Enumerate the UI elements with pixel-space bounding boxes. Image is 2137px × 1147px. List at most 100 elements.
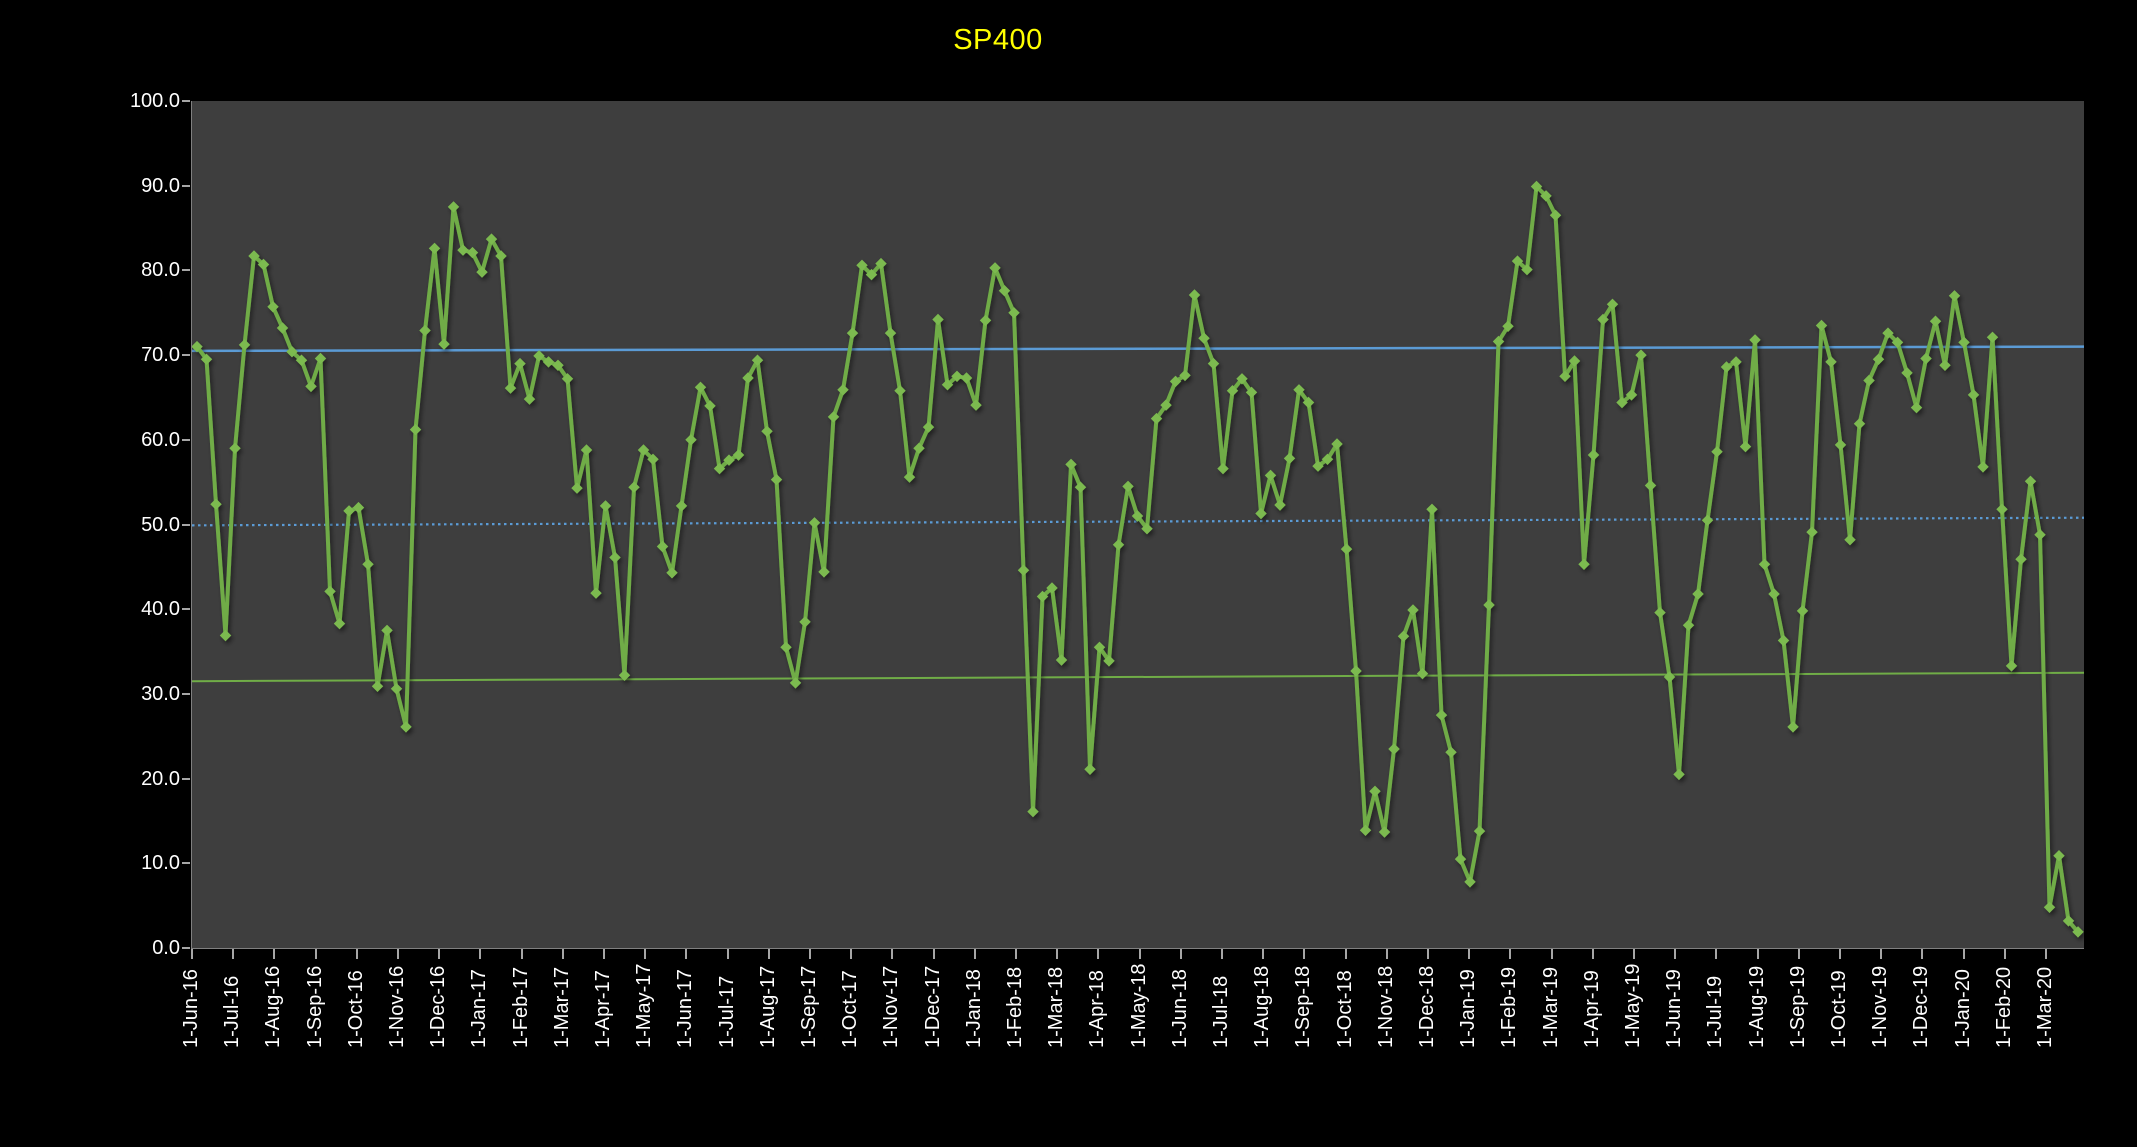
x-axis-tick-label: 1-Aug-16 bbox=[262, 965, 285, 1048]
y-axis-tick-mark bbox=[182, 184, 190, 187]
x-axis-tick-mark bbox=[1591, 949, 1594, 959]
x-axis-tick-label: 1-Oct-16 bbox=[344, 970, 367, 1048]
x-axis-tick-label: 1-Sep-18 bbox=[1292, 965, 1315, 1048]
x-axis-tick-label: 1-Aug-19 bbox=[1745, 965, 1768, 1048]
x-axis-tick-mark bbox=[1962, 949, 1965, 959]
x-axis-tick-mark bbox=[603, 949, 605, 959]
x-axis-tick-label: 1-Jun-18 bbox=[1168, 969, 1191, 1048]
x-axis-tick-mark bbox=[355, 949, 358, 959]
x-axis-tick-mark bbox=[1179, 949, 1182, 959]
x-axis-tick-label: 1-Nov-19 bbox=[1869, 965, 1892, 1048]
plot-area bbox=[191, 101, 2084, 949]
x-axis-tick-mark bbox=[1880, 949, 1883, 959]
y-axis-tick-label: 0.0 bbox=[152, 937, 180, 959]
x-axis-tick-label: 1-Feb-20 bbox=[1992, 966, 2015, 1048]
x-axis-tick-mark bbox=[1921, 949, 1924, 959]
x-axis-tick-label: 1-Apr-18 bbox=[1086, 970, 1109, 1048]
x-axis-tick-mark bbox=[850, 949, 853, 959]
y-axis-tick-mark bbox=[182, 269, 190, 272]
x-axis-tick-label: 1-Nov-17 bbox=[880, 965, 903, 1048]
x-axis-tick-label: 1-Jun-16 bbox=[180, 969, 202, 1048]
x-axis-tick-label: 1-Apr-17 bbox=[592, 970, 614, 1048]
x-axis-tick-label: 1-Jan-20 bbox=[1951, 969, 1974, 1048]
x-axis-tick-mark bbox=[1427, 949, 1429, 959]
x-axis-tick-mark bbox=[685, 949, 688, 959]
x-axis-tick-label: 1-Sep-16 bbox=[303, 965, 326, 1048]
x-axis-tick-mark bbox=[2045, 949, 2047, 959]
series-line bbox=[195, 184, 2080, 934]
price-series bbox=[192, 180, 2084, 938]
x-axis-tick-label: 1-Dec-17 bbox=[921, 965, 944, 1048]
x-axis-tick-mark bbox=[1097, 949, 1100, 959]
x-axis-tick-label: 1-Mar-20 bbox=[2034, 966, 2056, 1048]
x-axis-tick-mark bbox=[191, 949, 193, 959]
x-axis-tick-mark bbox=[1056, 949, 1059, 959]
x-axis-tick-mark bbox=[932, 949, 935, 959]
x-axis-tick-label: 1-Jan-17 bbox=[468, 969, 491, 1048]
x-axis-tick-mark bbox=[1138, 949, 1141, 959]
y-axis-tick-mark bbox=[182, 100, 190, 102]
x-axis-tick-mark bbox=[1756, 949, 1759, 959]
chart-title: SP400 bbox=[953, 24, 1043, 56]
y-axis-tick-label: 20.0 bbox=[141, 767, 180, 790]
x-axis-tick-label: 1-Jan-18 bbox=[962, 969, 985, 1048]
x-axis-tick-label: 1-Jul-19 bbox=[1704, 975, 1727, 1048]
y-axis-tick-mark bbox=[182, 354, 190, 357]
y-axis-tick-label: 70.0 bbox=[141, 344, 180, 367]
series-svg bbox=[192, 180, 2084, 938]
y-axis-tick-mark bbox=[182, 947, 190, 949]
y-axis-tick-mark bbox=[182, 777, 190, 780]
x-axis-tick-mark bbox=[520, 949, 523, 959]
x-axis-tick-label: 1-Mar-17 bbox=[550, 966, 573, 1048]
x-axis-tick-mark bbox=[1633, 949, 1635, 959]
y-axis-tick-label: 30.0 bbox=[141, 682, 180, 705]
x-axis-tick-label: 1-Sep-19 bbox=[1786, 965, 1809, 1048]
x-axis-tick-mark bbox=[726, 949, 729, 959]
x-axis-tick-label: 1-Jul-17 bbox=[715, 975, 738, 1048]
x-axis-tick-mark bbox=[1221, 949, 1223, 959]
x-axis-tick-label: 1-Feb-18 bbox=[1004, 966, 1026, 1048]
x-axis-tick-label: 1-Mar-19 bbox=[1539, 966, 1562, 1048]
x-axis-tick-label: 1-Jul-16 bbox=[221, 975, 244, 1048]
x-axis-tick-mark bbox=[232, 949, 235, 959]
y-axis-tick-mark bbox=[182, 523, 190, 526]
x-axis-tick-label: 1-Oct-17 bbox=[839, 970, 862, 1048]
x-axis-tick-label: 1-Nov-18 bbox=[1374, 965, 1397, 1048]
y-axis-tick-mark bbox=[182, 608, 190, 611]
x-axis-tick-mark bbox=[1797, 949, 1800, 959]
x-axis-tick-label: 1-Jan-19 bbox=[1457, 969, 1480, 1048]
x-axis-tick-mark bbox=[1839, 949, 1841, 959]
x-axis-tick-label: 1-Feb-17 bbox=[509, 966, 532, 1048]
x-axis-tick-label: 1-Jun-17 bbox=[674, 969, 697, 1048]
x-axis-tick-mark bbox=[767, 949, 770, 959]
x-axis-tick-mark bbox=[891, 949, 894, 959]
x-axis-tick-mark bbox=[1468, 949, 1471, 959]
y-axis-tick-mark bbox=[182, 692, 190, 695]
y-axis-tick-label: 40.0 bbox=[141, 598, 180, 621]
x-axis-tick-mark bbox=[1015, 949, 1017, 959]
series-markers bbox=[192, 180, 2084, 938]
x-axis-tick-label: 1-May-19 bbox=[1622, 963, 1644, 1048]
x-axis-tick-label: 1-Oct-18 bbox=[1333, 970, 1356, 1048]
y-axis-tick-mark bbox=[182, 438, 190, 441]
x-axis-tick-label: 1-Mar-18 bbox=[1045, 966, 1068, 1048]
x-axis-tick-label: 1-May-17 bbox=[633, 963, 656, 1048]
y-axis-tick-label: 10.0 bbox=[141, 852, 180, 875]
y-axis-tick-label: 50.0 bbox=[141, 513, 180, 536]
x-axis-tick-label: 1-Aug-18 bbox=[1251, 965, 1274, 1048]
x-axis-tick-label: 1-Jun-19 bbox=[1663, 969, 1686, 1048]
x-axis-tick-label: 1-Feb-19 bbox=[1498, 966, 1521, 1048]
y-axis-tick-label: 100.0 bbox=[129, 90, 180, 112]
x-axis-tick-label: 1-Sep-17 bbox=[798, 965, 820, 1048]
x-axis-tick-label: 1-Nov-16 bbox=[386, 965, 408, 1048]
x-axis-tick-mark bbox=[1550, 949, 1553, 959]
x-axis-tick-label: 1-Oct-19 bbox=[1828, 970, 1850, 1048]
y-axis-tick-label: 80.0 bbox=[141, 259, 180, 282]
x-axis-tick-mark bbox=[1509, 949, 1512, 959]
x-axis-tick-mark bbox=[973, 949, 976, 959]
x-axis-tick-label: 1-May-18 bbox=[1127, 963, 1150, 1048]
x-axis-tick-label: 1-Apr-19 bbox=[1580, 970, 1603, 1048]
x-axis-tick-mark bbox=[397, 949, 399, 959]
x-axis-tick-mark bbox=[438, 949, 441, 959]
x-axis-tick-label: 1-Jul-18 bbox=[1210, 975, 1232, 1048]
